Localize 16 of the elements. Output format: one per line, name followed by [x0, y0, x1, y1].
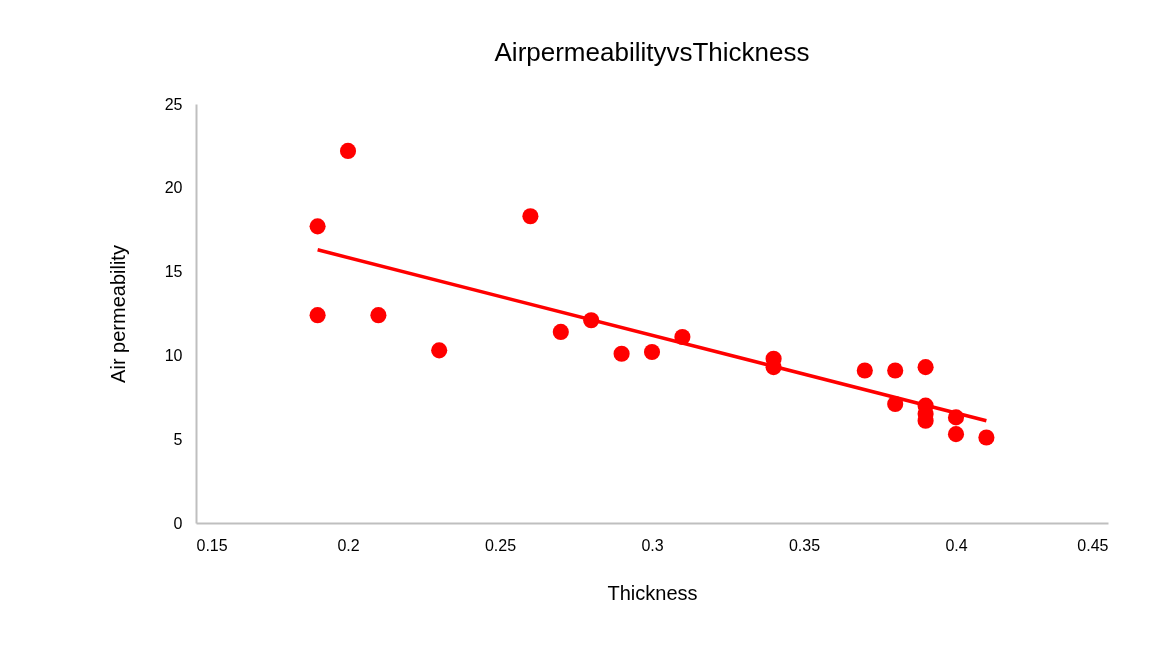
y-tick-label: 10 — [164, 346, 183, 364]
y-tick-label: 20 — [164, 179, 183, 197]
x-axis-title: Thickness — [607, 581, 698, 604]
x-tick-label: 0.4 — [945, 536, 968, 554]
y-tick-label: 0 — [173, 514, 183, 532]
x-tick-label: 0.15 — [196, 536, 228, 554]
chart-title: AirpermeabilityvsThickness — [494, 37, 810, 67]
x-tick-label: 0.45 — [1077, 536, 1109, 554]
x-tick-label: 0.2 — [337, 536, 360, 554]
x-tick-label: 0.35 — [788, 536, 821, 554]
x-tick-label: 0.25 — [484, 536, 517, 554]
y-tick-label: 15 — [164, 263, 183, 281]
y-tick-label: 25 — [164, 95, 183, 113]
y-tick-label: 5 — [173, 430, 183, 448]
x-tick-label: 0.3 — [641, 536, 664, 554]
y-axis-title: Air permeability — [106, 245, 129, 383]
